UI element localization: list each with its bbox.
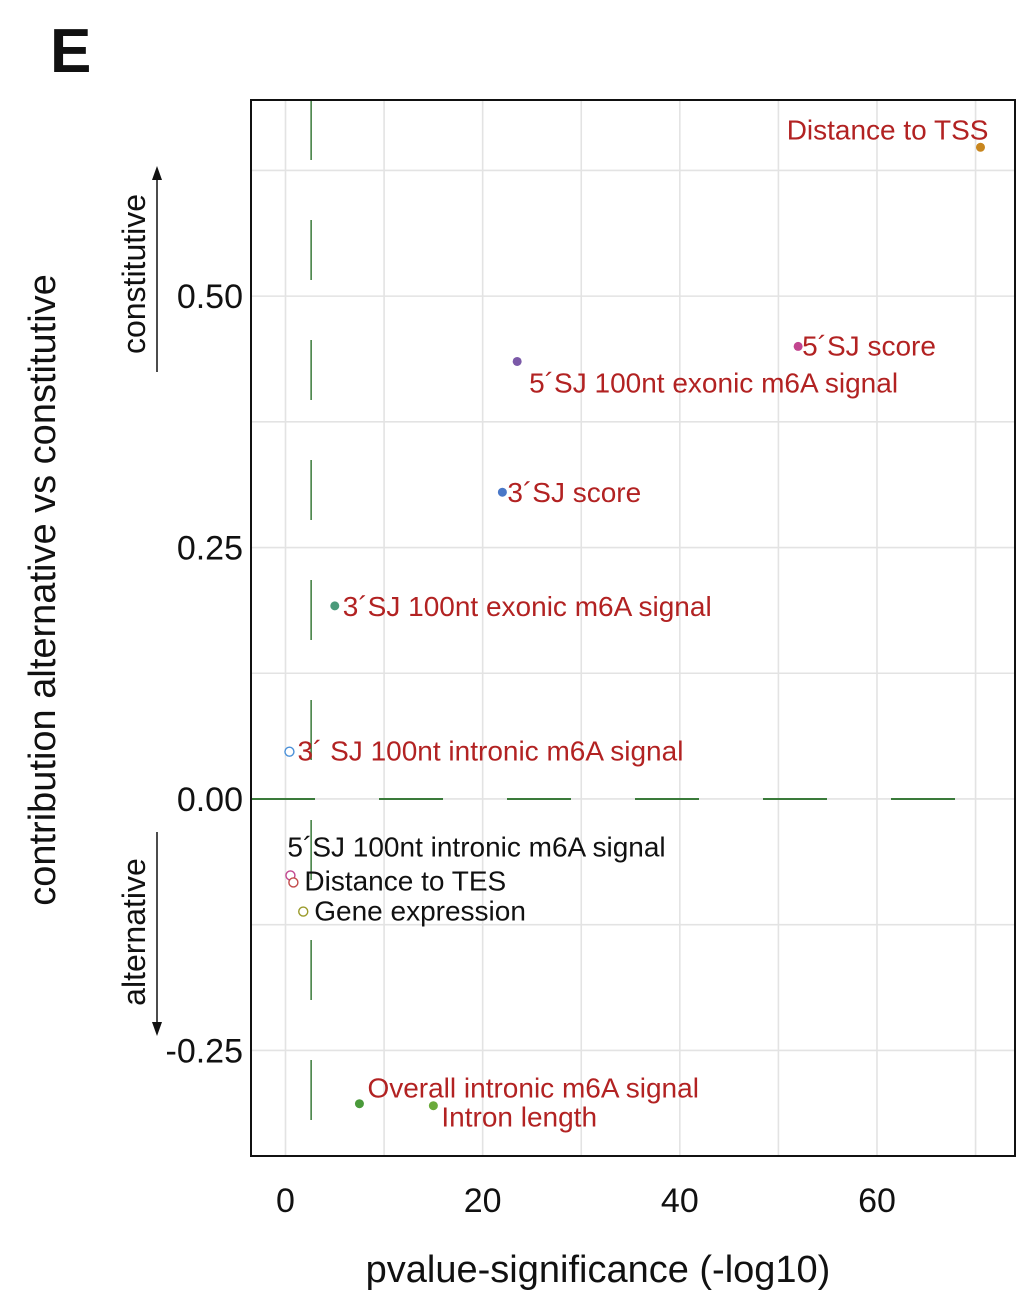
- y-axis-title: contribution alternative vs constitutive: [22, 274, 64, 906]
- data-point: [354, 1099, 364, 1109]
- point-label: 3´SJ 100nt exonic m6A signal: [343, 591, 712, 622]
- constitutive-arrow-head: [152, 166, 162, 180]
- point-label: 5´SJ score: [802, 330, 936, 361]
- data-point: [793, 341, 803, 351]
- y-tick-label: 0.50: [177, 278, 243, 316]
- data-points: [284, 142, 985, 1111]
- alternative-label: alternative: [116, 858, 152, 1006]
- plot-frame: [250, 99, 1016, 1157]
- plot-background: [251, 100, 1015, 1156]
- data-point: [975, 142, 985, 152]
- x-tick-label: 60: [858, 1182, 896, 1220]
- data-point: [428, 1101, 438, 1111]
- x-tick-label: 0: [276, 1182, 295, 1220]
- grid-layer: [251, 100, 1015, 1156]
- point-label: Intron length: [441, 1102, 597, 1133]
- point-labels: Distance to TSS 5´SJ score 5´SJ 100nt exon…: [287, 114, 988, 1132]
- reference-lines: [251, 100, 1015, 1156]
- x-tick-label: 40: [661, 1182, 699, 1220]
- x-tick-label: 20: [464, 1182, 502, 1220]
- point-label: Gene expression: [314, 896, 526, 927]
- y-tick-label: 0.25: [177, 530, 243, 568]
- tick-labels: 0 20 40 60 0.50 0.25 0.00 -0.25: [166, 278, 896, 1220]
- alternative-arrow-head: [152, 1022, 162, 1036]
- constitutive-indicator: constitutive: [116, 166, 162, 372]
- point-label: 3´SJ score: [507, 477, 641, 508]
- y-tick-label: 0.00: [177, 781, 243, 819]
- data-point: [512, 356, 522, 366]
- point-label: Overall intronic m6A signal: [367, 1073, 698, 1104]
- data-point-nonsignificant: [284, 746, 295, 757]
- alternative-indicator: alternative: [116, 832, 162, 1036]
- data-point: [497, 487, 507, 497]
- panel-letter: E: [50, 17, 92, 86]
- constitutive-label: constitutive: [116, 194, 152, 354]
- x-axis-title: pvalue-significance (-log10): [366, 1249, 831, 1291]
- y-tick-label: -0.25: [166, 1032, 244, 1070]
- point-label: Distance to TES: [304, 865, 506, 896]
- point-label: 5´SJ 100nt intronic m6A signal: [287, 831, 665, 862]
- data-point: [330, 601, 340, 611]
- point-label: Distance to TSS: [787, 114, 989, 145]
- point-label: 3´ SJ 100nt intronic m6A signal: [297, 736, 683, 767]
- point-label: 5´SJ 100nt exonic m6A signal: [529, 367, 898, 398]
- data-point-nonsignificant: [288, 877, 299, 888]
- data-point-nonsignificant: [298, 906, 309, 917]
